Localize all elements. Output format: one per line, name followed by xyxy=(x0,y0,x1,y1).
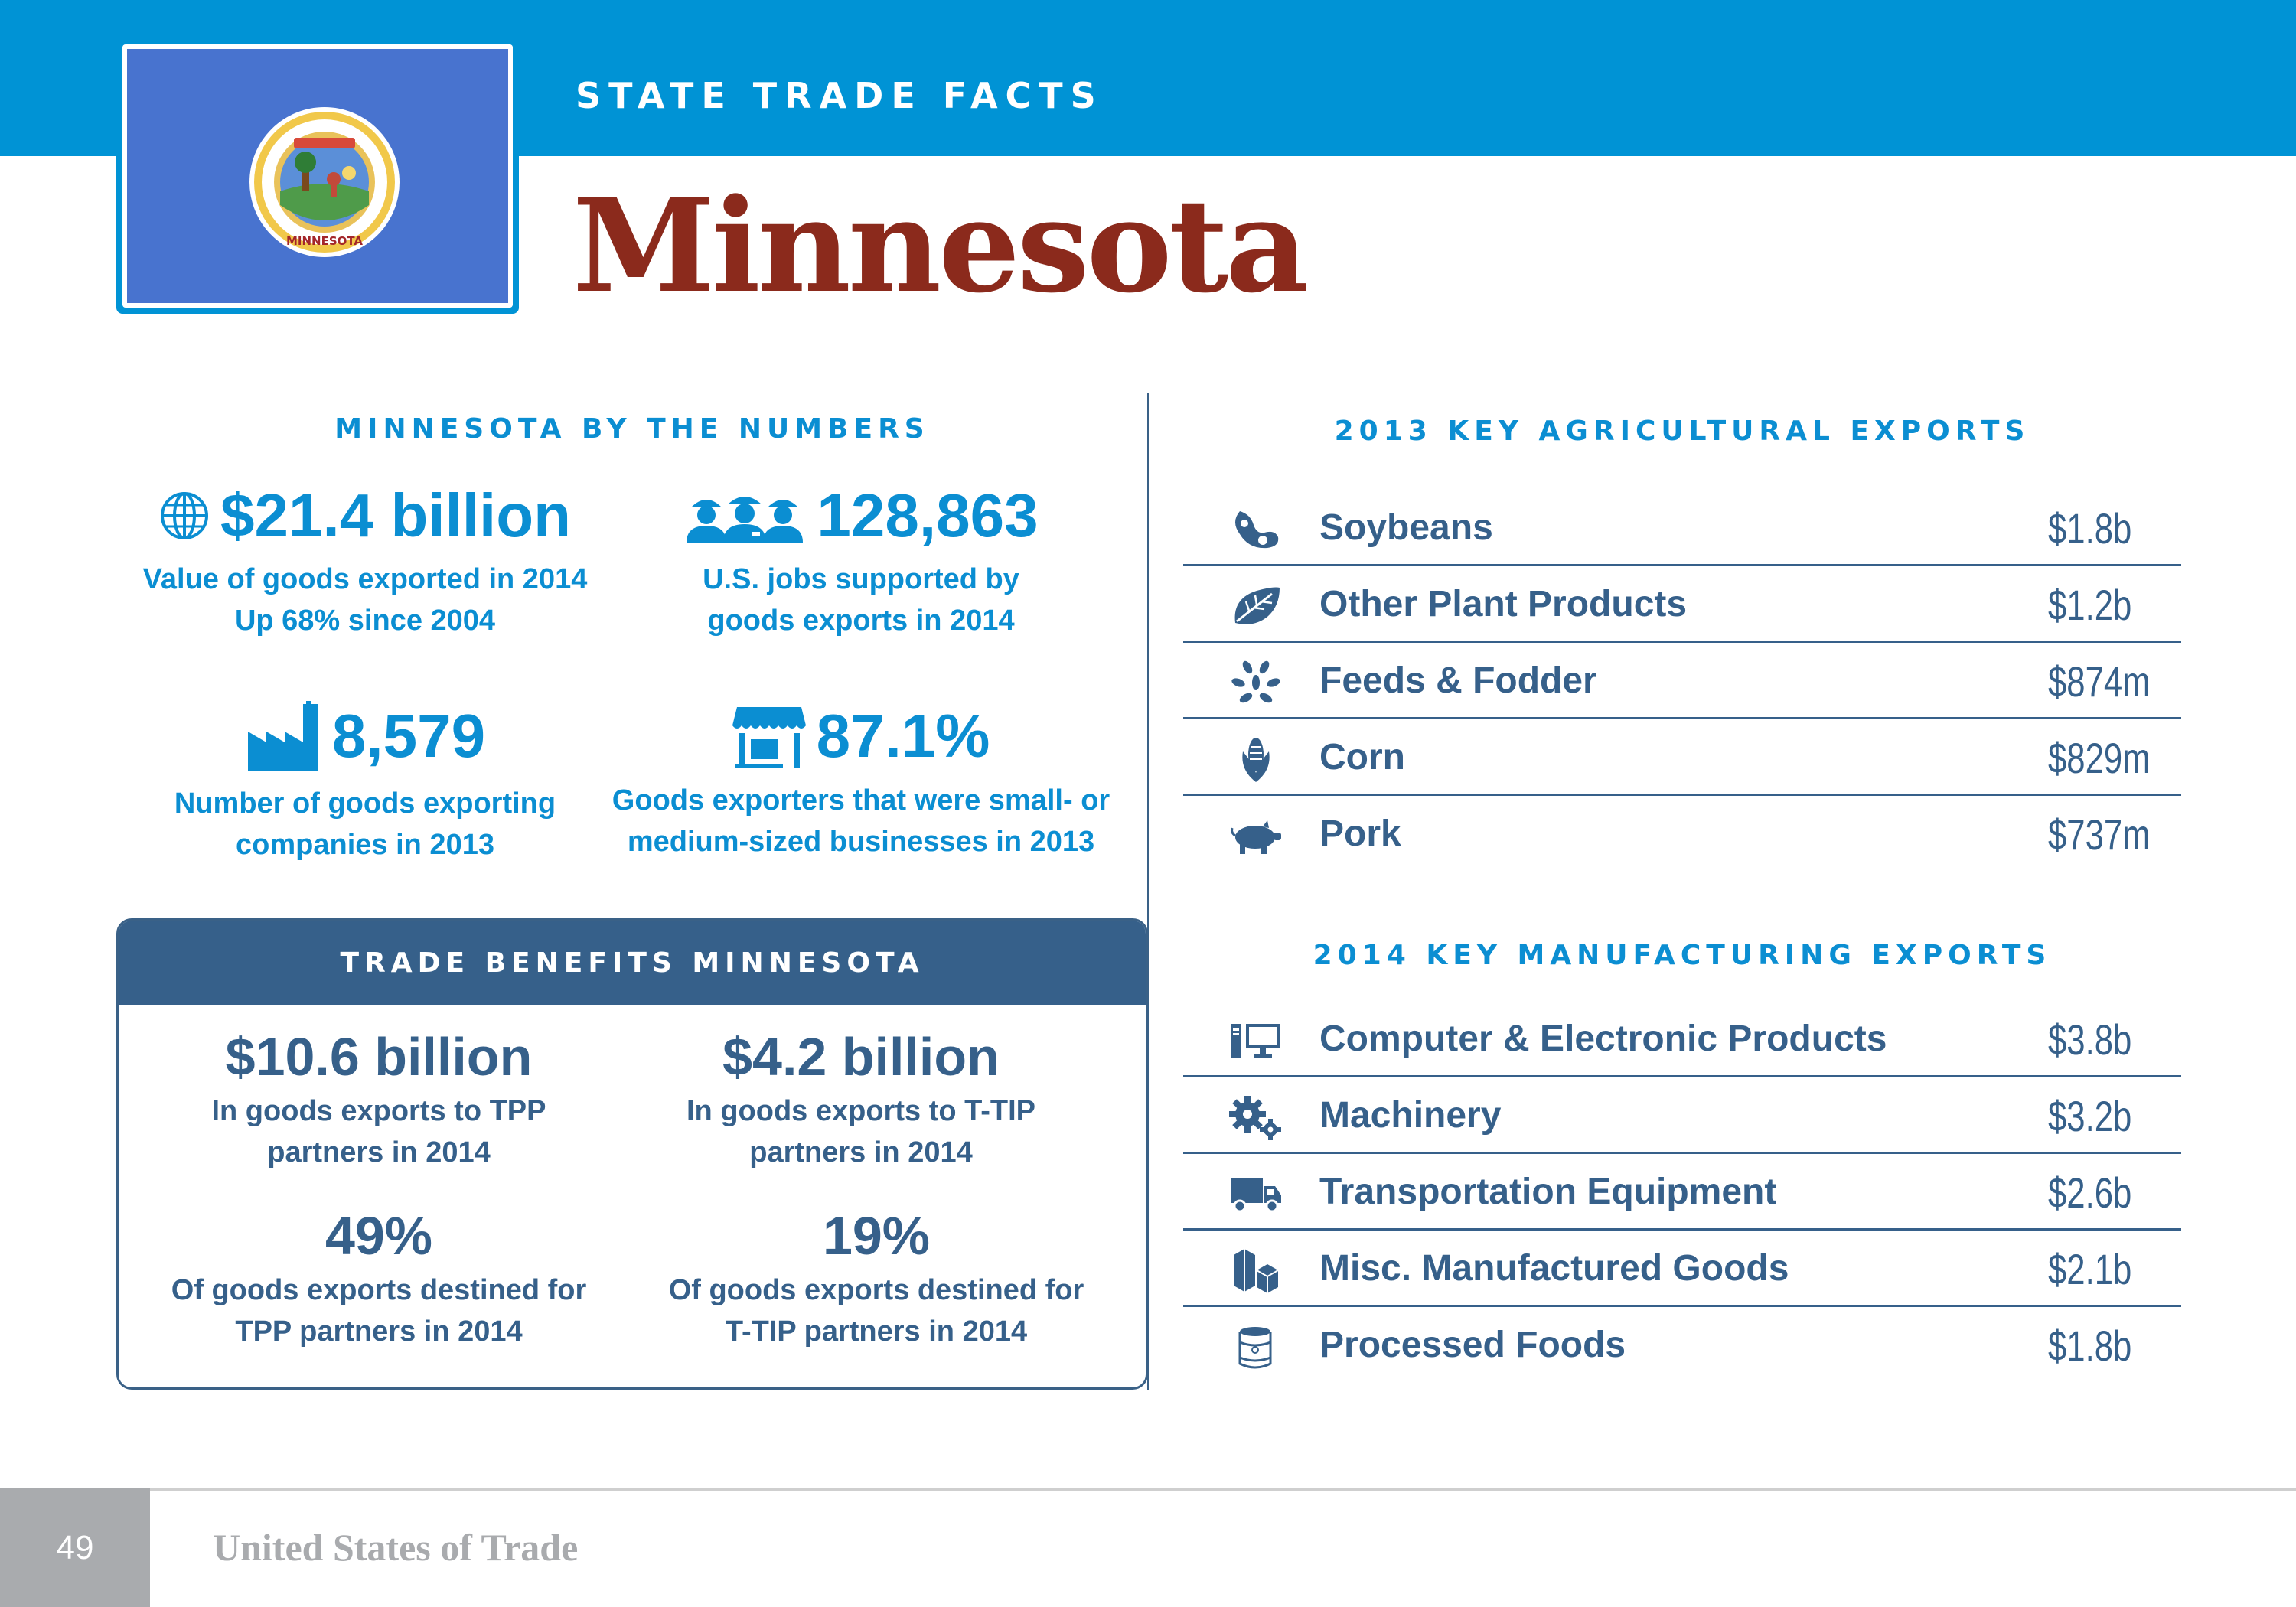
list-item: Other Plant Products $1.2b xyxy=(1183,566,2181,643)
soybean-icon xyxy=(1235,511,1279,549)
grain-icon xyxy=(1231,660,1280,703)
list-item: Computer & Electronic Products $3.8b xyxy=(1183,1001,2181,1077)
can-icon xyxy=(1238,1327,1272,1369)
boxes-icon xyxy=(1234,1249,1279,1293)
agricultural-list: Soybeans $1.8b Other Plant Products $1.2… xyxy=(1183,490,2181,872)
pig-icon xyxy=(1231,820,1281,854)
trade-benefits-heading: TRADE BENEFITS MINNESOTA xyxy=(340,947,925,979)
page-number: 49 xyxy=(56,1528,94,1566)
manufacturing-heading: 2014 KEY MANUFACTURING EXPORTS xyxy=(1313,940,2052,971)
list-item: Transportation Equipment $2.6b xyxy=(1183,1154,2181,1231)
list-item: Feeds & Fodder $874m xyxy=(1183,643,2181,719)
truck-icon xyxy=(1231,1178,1281,1213)
stat-small-business: 87.1% Goods exporters that were small- o… xyxy=(612,702,1110,858)
benefit-tpp-share: 49% Of goods exports destined for TPP par… xyxy=(171,1206,587,1348)
page-number-tab: 49 xyxy=(0,1488,150,1607)
list-item: Soybeans $1.8b xyxy=(1183,490,2181,566)
list-item: Machinery $3.2b xyxy=(1183,1077,2181,1154)
state-seal-icon: MINNESOTA xyxy=(249,107,400,257)
storefront-icon xyxy=(732,707,806,768)
benefit-ttip-value: $4.2 billion In goods exports to T-TIP pa… xyxy=(687,1027,1035,1169)
trade-benefits-header: TRADE BENEFITS MINNESOTA xyxy=(119,921,1146,1005)
computer-icon xyxy=(1231,1024,1280,1058)
stat-export-value: $21.4 billion Value of goods exported in… xyxy=(142,481,588,637)
factory-icon xyxy=(247,701,318,771)
page-title: Minnesota xyxy=(572,170,1309,321)
corn-icon xyxy=(1242,738,1270,782)
footer-rule xyxy=(150,1488,2296,1491)
benefit-tpp-value: $10.6 billion In goods exports to TPP par… xyxy=(211,1027,546,1169)
globe-icon xyxy=(161,492,209,539)
benefit-ttip-share: 19% Of goods exports destined for T-TIP p… xyxy=(668,1206,1084,1348)
trade-benefits-panel: TRADE BENEFITS MINNESOTA $10.6 billion I… xyxy=(116,918,1148,1390)
publication-title: United States of Trade xyxy=(213,1526,579,1569)
list-item: Processed Foods $1.8b xyxy=(1183,1307,2181,1384)
manufacturing-list: Computer & Electronic Products $3.8b Mac… xyxy=(1183,1001,2181,1384)
stat-exporting-companies: 8,579 Number of goods exporting companies… xyxy=(174,701,556,861)
state-flag: MINNESOTA xyxy=(116,38,519,314)
list-item: Corn $829m xyxy=(1183,719,2181,796)
list-item: Pork $737m xyxy=(1183,796,2181,872)
column-divider xyxy=(1147,393,1149,1390)
page-eyebrow: STATE TRADE FACTS xyxy=(576,75,1104,116)
by-numbers-heading: MINNESOTA BY THE NUMBERS xyxy=(334,413,930,445)
gears-icon xyxy=(1229,1096,1281,1140)
workers-icon xyxy=(687,497,804,543)
stat-jobs: 128,863 U.S. jobs supported by goods expo… xyxy=(612,481,1110,641)
leaf-icon xyxy=(1234,587,1280,624)
agricultural-heading: 2013 KEY AGRICULTURAL EXPORTS xyxy=(1334,416,2030,447)
list-item: Misc. Manufactured Goods $2.1b xyxy=(1183,1231,2181,1307)
svg-text:MINNESOTA: MINNESOTA xyxy=(286,234,363,248)
